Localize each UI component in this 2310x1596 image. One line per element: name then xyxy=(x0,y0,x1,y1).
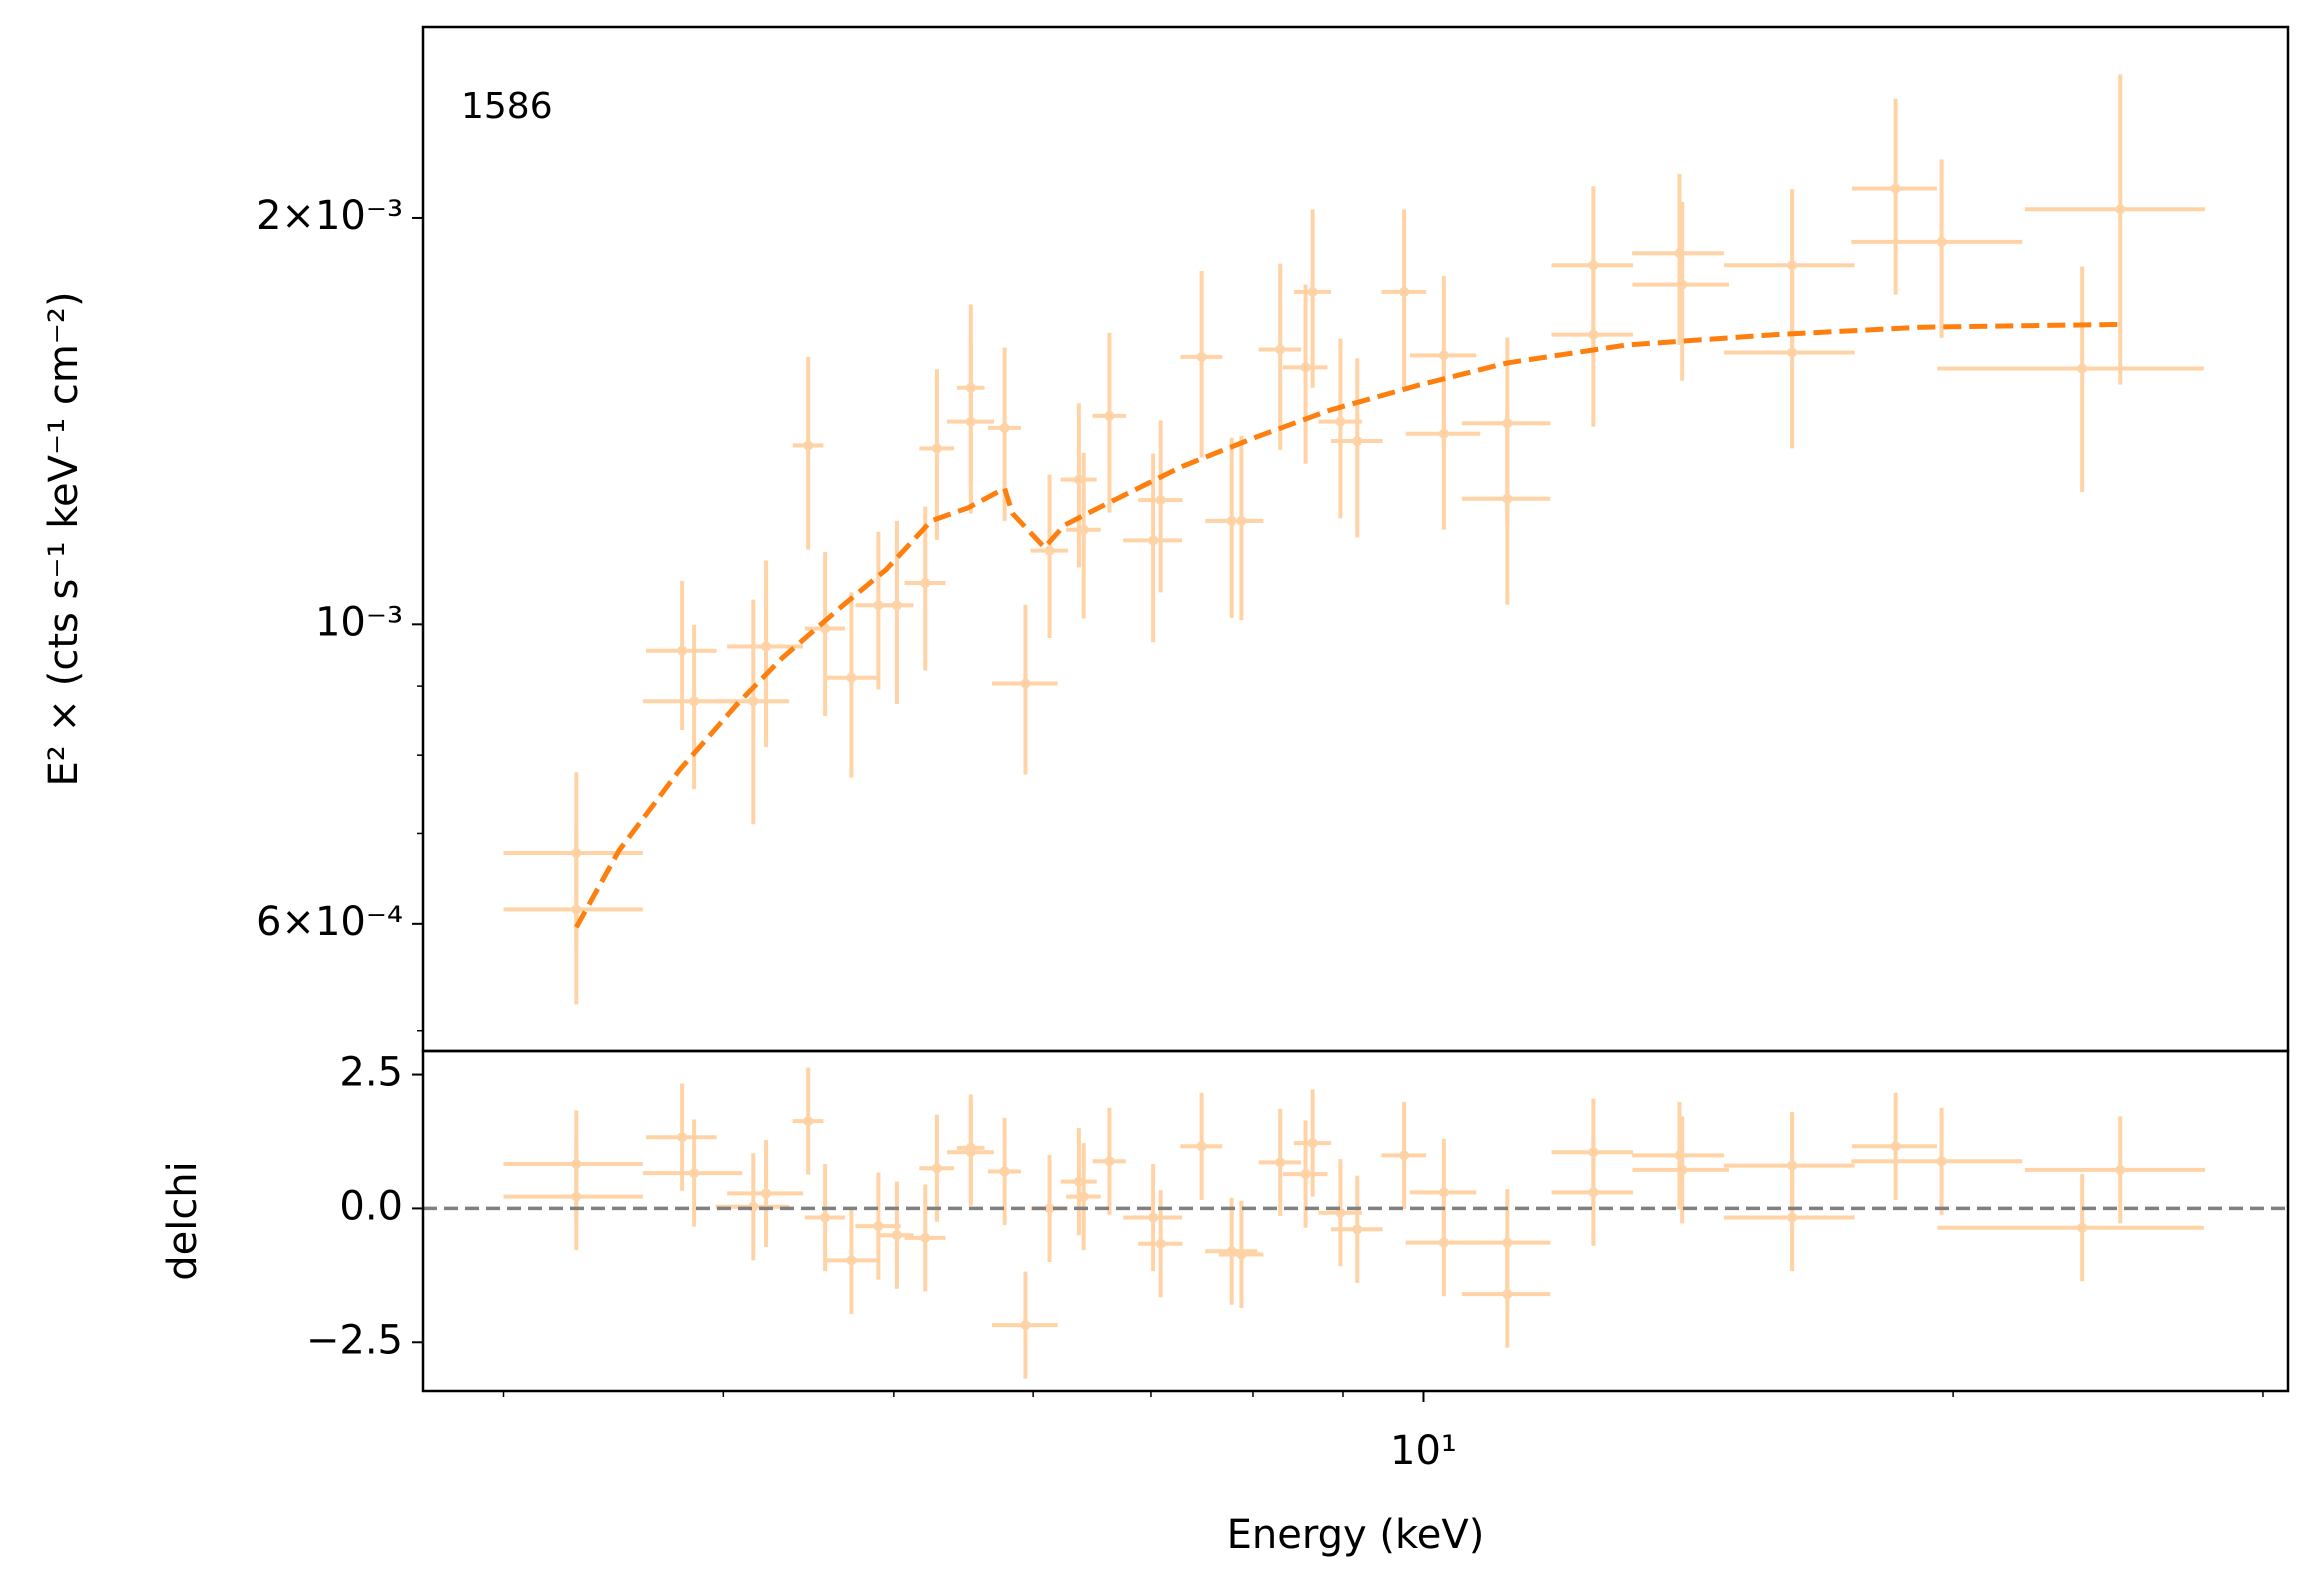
data-point xyxy=(1677,279,1688,290)
data-point xyxy=(1155,495,1166,506)
data-point xyxy=(689,696,700,707)
data-point xyxy=(1236,515,1247,526)
data-point xyxy=(748,696,759,707)
plot-frame xyxy=(421,1049,2290,1393)
annotation: 1586 xyxy=(461,86,553,127)
data-point xyxy=(1078,524,1089,535)
data-point xyxy=(2115,204,2126,215)
data-point xyxy=(1787,347,1798,358)
data-point xyxy=(999,422,1010,433)
data-point xyxy=(1502,493,1513,504)
y-axis-label: delchi xyxy=(160,1161,206,1281)
data-point xyxy=(1787,1212,1798,1223)
data-point xyxy=(1438,1237,1449,1248)
data-point xyxy=(2115,1164,2126,1175)
data-point xyxy=(677,1132,688,1143)
data-point xyxy=(1300,1169,1311,1180)
data-point xyxy=(1890,1141,1901,1152)
data-point xyxy=(1044,545,1055,556)
data-point xyxy=(1073,474,1084,485)
data-point xyxy=(571,1191,582,1202)
data-point xyxy=(1044,1203,1055,1214)
y-tick-label: 6×10⁻⁴ xyxy=(256,899,403,945)
data-point xyxy=(689,1168,700,1179)
data-point xyxy=(1890,183,1901,194)
y-tick-label: 0.0 xyxy=(339,1183,403,1229)
plot-frame xyxy=(421,25,2290,1053)
data-point xyxy=(1196,1141,1207,1152)
data-point xyxy=(965,416,976,427)
data-point xyxy=(1155,1238,1166,1249)
data-point xyxy=(1104,410,1115,421)
data-point xyxy=(965,1147,976,1158)
x-tick-label: 10¹ xyxy=(1390,1428,1457,1474)
data-point xyxy=(820,1212,831,1223)
data-point xyxy=(1300,362,1311,373)
data-point xyxy=(891,1230,902,1241)
data-point xyxy=(1352,1224,1363,1235)
data-point xyxy=(1148,1212,1159,1223)
y-tick-label: −2.5 xyxy=(306,1317,403,1363)
data-point xyxy=(1787,260,1798,271)
y-tick-label: 2×10⁻³ xyxy=(256,193,403,239)
data-point xyxy=(1148,535,1159,546)
y-axis-label: E² × (cts s⁻¹ keV⁻¹ cm⁻²) xyxy=(41,291,87,786)
data-point xyxy=(873,600,884,611)
data-point xyxy=(761,1188,772,1199)
data-point xyxy=(891,600,902,611)
data-point xyxy=(1399,1150,1410,1161)
x-axis-label: Energy (keV) xyxy=(1227,1512,1485,1558)
data-point xyxy=(2077,363,2088,374)
data-point xyxy=(931,443,942,454)
data-point xyxy=(1275,344,1286,355)
data-point xyxy=(803,1116,814,1127)
data-point xyxy=(999,1166,1010,1177)
data-point xyxy=(2077,1222,2088,1233)
data-point xyxy=(846,672,857,683)
data-point xyxy=(1196,351,1207,362)
y-tick-label: 10⁻³ xyxy=(315,599,403,645)
data-point xyxy=(1352,436,1363,447)
data-point xyxy=(571,904,582,915)
data-point xyxy=(1275,1157,1286,1168)
data-point xyxy=(1438,428,1449,439)
model-line xyxy=(574,321,2121,929)
data-point xyxy=(1307,286,1318,297)
data-point xyxy=(1307,1138,1318,1149)
data-point xyxy=(803,440,814,451)
data-point xyxy=(1677,1164,1688,1175)
data-point xyxy=(1936,236,1947,247)
data-point xyxy=(1020,678,1031,689)
data-point xyxy=(1236,1249,1247,1260)
data-point xyxy=(846,1255,857,1266)
data-point xyxy=(873,1221,884,1232)
data-point xyxy=(1936,1156,1947,1167)
data-point xyxy=(1588,1187,1599,1198)
data-point xyxy=(1335,416,1346,427)
data-point xyxy=(1502,1289,1513,1300)
data-point xyxy=(1399,286,1410,297)
data-point xyxy=(1335,1207,1346,1218)
data-point xyxy=(931,1163,942,1174)
data-point xyxy=(1588,329,1599,340)
data-point xyxy=(920,1232,931,1243)
y-tick-label: 2.5 xyxy=(339,1050,403,1096)
data-point xyxy=(677,645,688,656)
data-point xyxy=(1104,1156,1115,1167)
data-point xyxy=(920,578,931,589)
data-point xyxy=(1078,1191,1089,1202)
data-point xyxy=(1020,1320,1031,1331)
data-point xyxy=(1073,1176,1084,1187)
data-point xyxy=(761,641,772,652)
